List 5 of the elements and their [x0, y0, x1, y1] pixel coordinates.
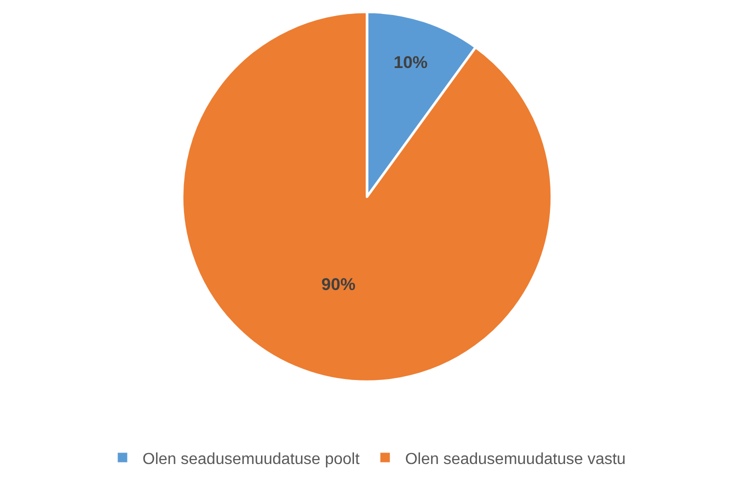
data-label: 90%: [321, 275, 356, 294]
legend-label: Olen seadusemuudatuse poolt: [142, 450, 360, 468]
data-label: 10%: [394, 52, 428, 72]
legend-label: Olen seadusemuudatuse vastu: [405, 450, 626, 468]
pie-slice: [180, 10, 553, 383]
